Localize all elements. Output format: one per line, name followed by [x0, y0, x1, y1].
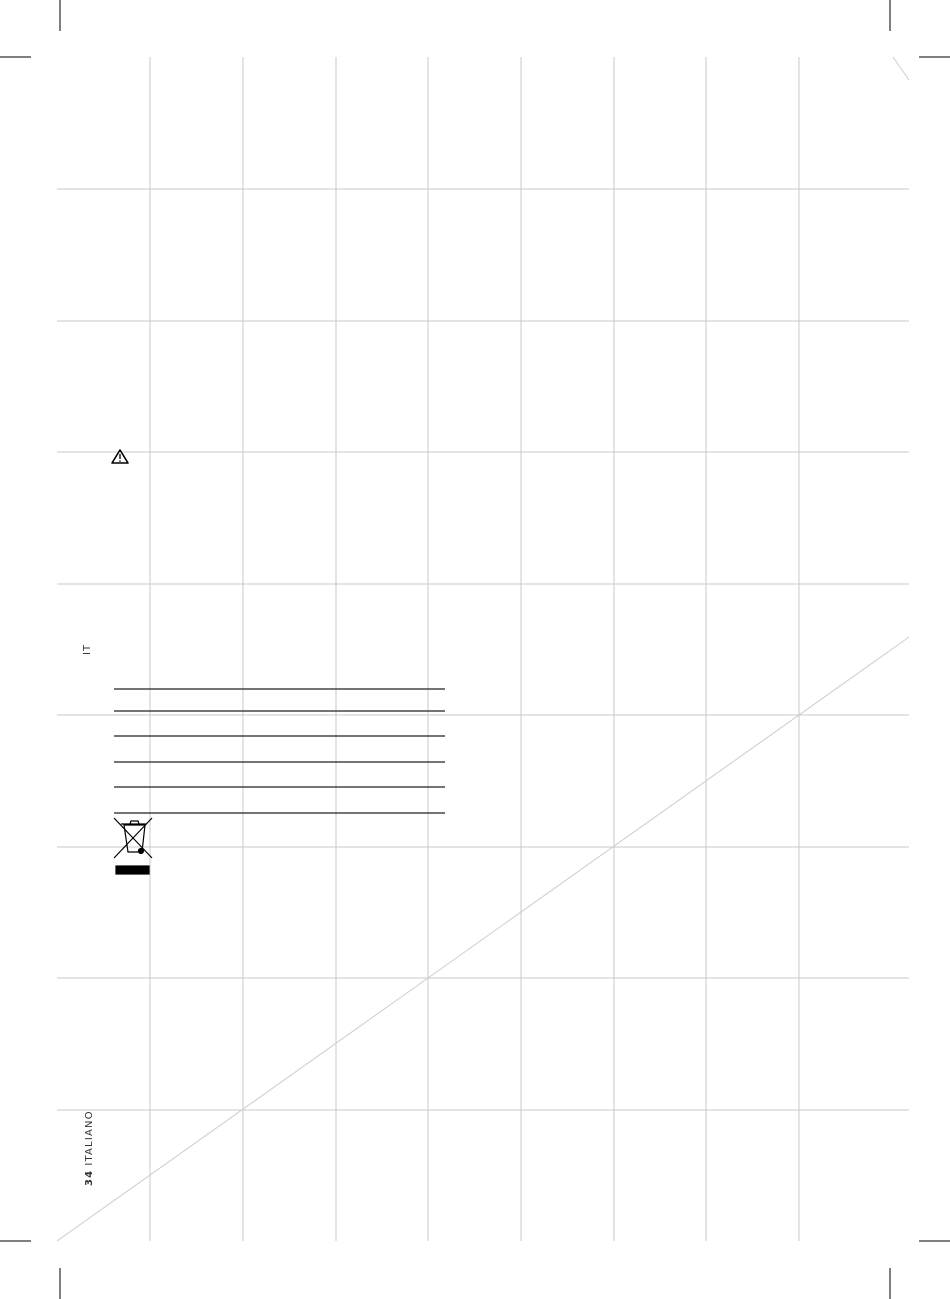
language-code-tab: IT	[82, 643, 93, 655]
page-footer: 34 ITALIANO	[84, 1110, 95, 1186]
weee-crossed-bin-icon	[113, 817, 153, 875]
language-name: ITALIANO	[84, 1110, 95, 1166]
diagonal-line	[56, 636, 910, 1242]
warning-triangle-icon	[111, 449, 129, 464]
corner-diagonal	[892, 56, 910, 81]
table-rules	[114, 688, 445, 814]
page-number: 34	[84, 1169, 95, 1186]
layout-grid	[57, 57, 909, 1241]
